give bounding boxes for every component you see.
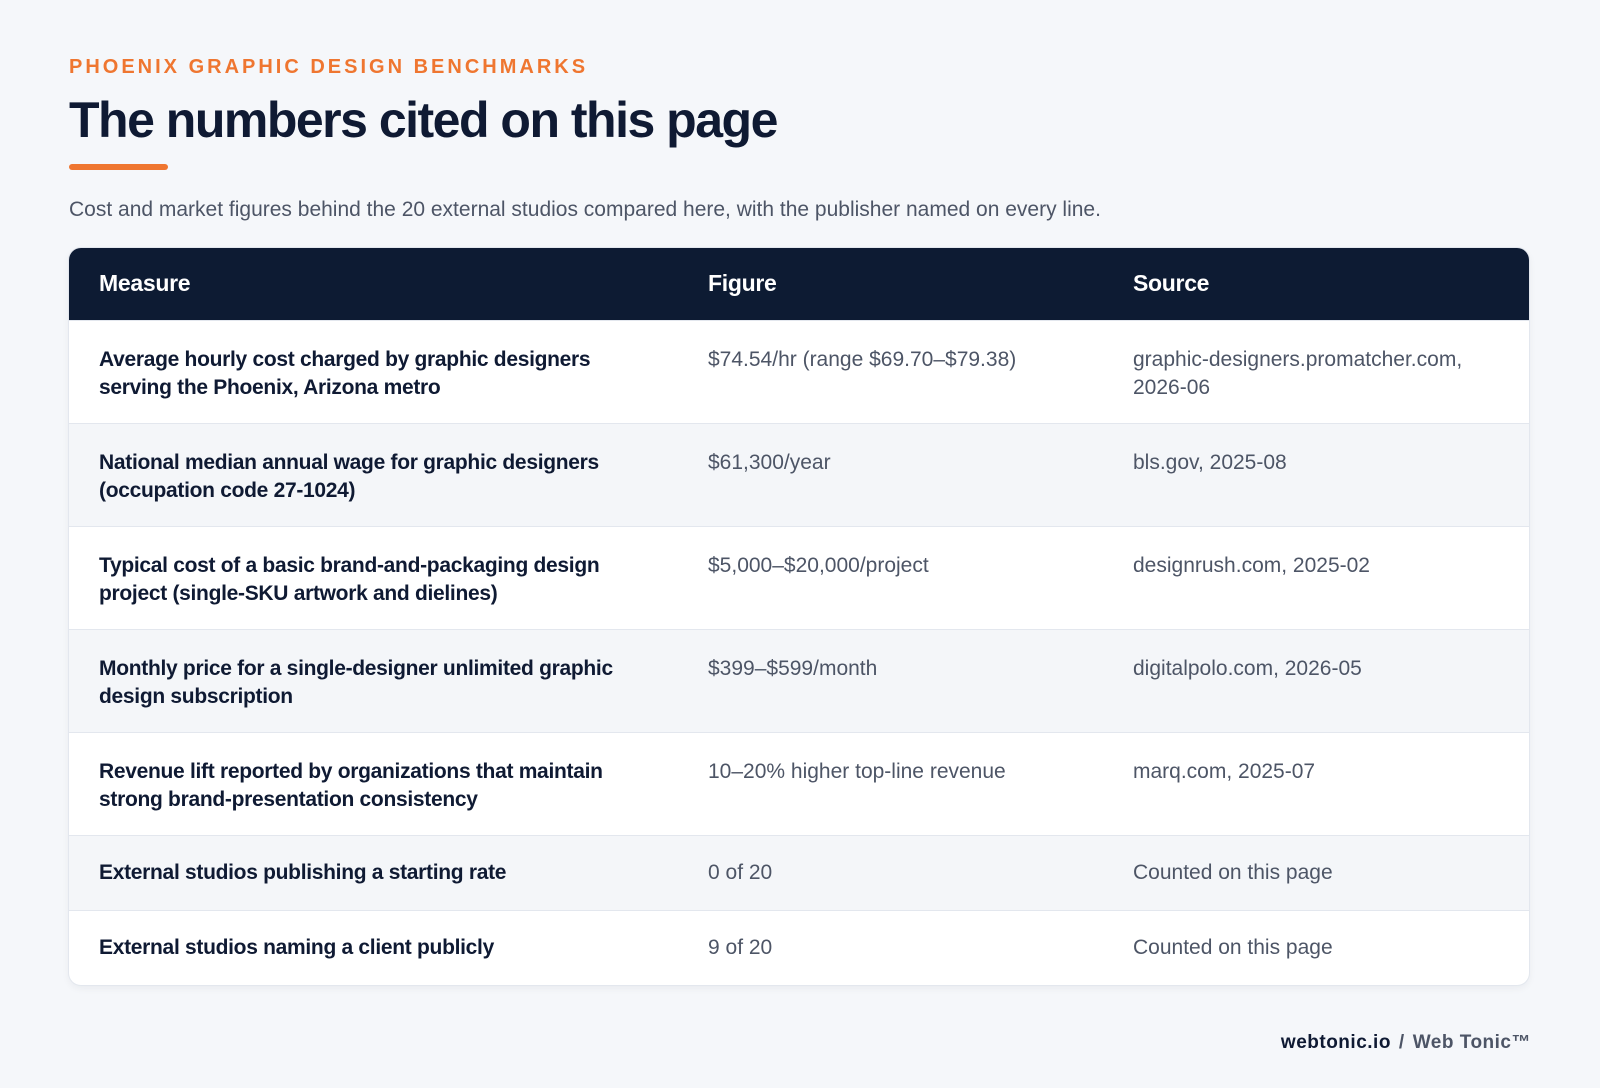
page: PHOENIX GRAPHIC DESIGN BENCHMARKS The nu…: [69, 56, 1529, 985]
source-cell: designrush.com, 2025-02: [1103, 525, 1529, 629]
measure-cell: External studios naming a client publicl…: [69, 909, 678, 985]
source-cell: bls.gov, 2025-08: [1103, 422, 1529, 526]
source-cell: Counted on this page: [1103, 834, 1529, 910]
table-header-row: Measure Figure Source: [69, 248, 1529, 320]
table-row: External studios naming a client publicl…: [69, 909, 1529, 985]
column-header-source: Source: [1133, 270, 1210, 297]
figure-cell: $61,300/year: [678, 422, 1103, 526]
table-row: Typical cost of a basic brand-and-packag…: [69, 525, 1529, 629]
figure-cell: 9 of 20: [678, 909, 1103, 985]
measure-cell: External studios publishing a starting r…: [69, 834, 678, 910]
footer-separator: /: [1398, 1032, 1405, 1053]
figure-cell: $5,000–$20,000/project: [678, 525, 1103, 629]
footer-brand: Web Tonic™: [1412, 1032, 1531, 1053]
page-title: The numbers cited on this page: [69, 92, 778, 148]
eyebrow: PHOENIX GRAPHIC DESIGN BENCHMARKS: [69, 56, 589, 78]
measure-cell: National median annual wage for graphic …: [69, 422, 678, 526]
footer-domain: webtonic.io: [1280, 1032, 1391, 1053]
column-header-figure: Figure: [708, 270, 777, 297]
table-row: National median annual wage for graphic …: [69, 422, 1529, 526]
source-cell: Counted on this page: [1103, 909, 1529, 985]
table-row: Average hourly cost charged by graphic d…: [69, 319, 1529, 423]
source-cell: graphic-designers.promatcher.com, 2026-0…: [1103, 319, 1529, 423]
figure-cell: 10–20% higher top-line revenue: [678, 731, 1103, 835]
measure-cell: Average hourly cost charged by graphic d…: [69, 319, 678, 423]
figure-cell: $399–$599/month: [678, 628, 1103, 732]
benchmarks-table: Measure Figure Source Average hourly cos…: [69, 248, 1529, 985]
table-row: Revenue lift reported by organizations t…: [69, 731, 1529, 835]
measure-cell: Revenue lift reported by organizations t…: [69, 731, 678, 835]
measure-cell: Monthly price for a single-designer unli…: [69, 628, 678, 732]
figure-cell: $74.54/hr (range $69.70–$79.38): [678, 319, 1103, 423]
title-underline: [69, 164, 168, 170]
benchmarks-table-card: Measure Figure Source Average hourly cos…: [69, 248, 1529, 985]
column-header-measure: Measure: [99, 270, 191, 297]
table-row: External studios publishing a starting r…: [69, 834, 1529, 910]
footer-credit: webtonic.io / Web Tonic™: [1281, 1032, 1531, 1054]
page-subtitle: Cost and market figures behind the 20 ex…: [69, 198, 1101, 221]
source-cell: digitalpolo.com, 2026-05: [1103, 628, 1529, 732]
table-row: Monthly price for a single-designer unli…: [69, 628, 1529, 732]
figure-cell: 0 of 20: [678, 834, 1103, 910]
source-cell: marq.com, 2025-07: [1103, 731, 1529, 835]
measure-cell: Typical cost of a basic brand-and-packag…: [69, 525, 678, 629]
